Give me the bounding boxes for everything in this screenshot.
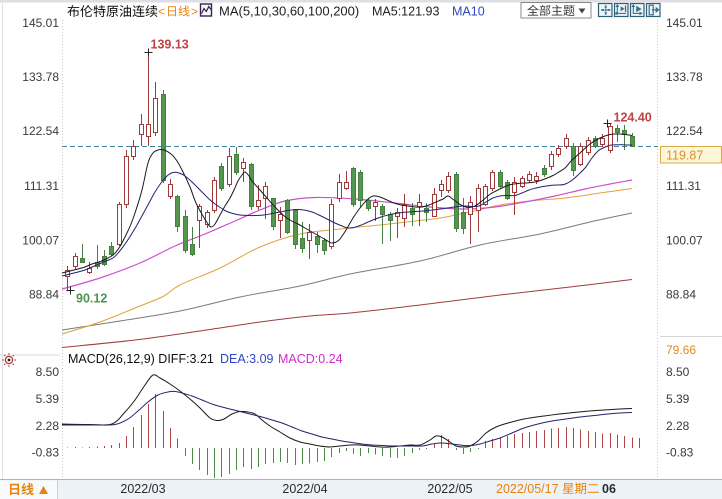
- svg-text:122.54: 122.54: [666, 124, 703, 138]
- svg-text:90.12: 90.12: [76, 292, 107, 306]
- svg-text:8.50: 8.50: [36, 365, 60, 379]
- svg-text:2022/03: 2022/03: [120, 482, 165, 496]
- svg-text:100.07: 100.07: [666, 234, 703, 248]
- svg-text:119.87: 119.87: [666, 149, 703, 163]
- svg-text:>: >: [191, 5, 198, 19]
- svg-text:5.39: 5.39: [666, 392, 690, 406]
- svg-text:111.31: 111.31: [24, 179, 59, 193]
- svg-text:<: <: [158, 5, 165, 19]
- svg-text:145.01: 145.01: [22, 16, 59, 30]
- svg-text:2022/04: 2022/04: [282, 482, 327, 496]
- svg-text:88.84: 88.84: [666, 288, 696, 302]
- svg-text:MA(5,10,30,60,100,200): MA(5,10,30,60,100,200): [219, 4, 359, 19]
- svg-text:88.84: 88.84: [29, 288, 59, 302]
- svg-text:100.07: 100.07: [22, 234, 59, 248]
- svg-text:139.13: 139.13: [151, 38, 189, 52]
- svg-text:06: 06: [602, 482, 616, 496]
- svg-text:2022/05: 2022/05: [427, 482, 472, 496]
- svg-text:DEA:3.09: DEA:3.09: [220, 352, 274, 366]
- svg-text:122.54: 122.54: [22, 124, 59, 138]
- svg-text:MACD:0.24: MACD:0.24: [278, 352, 343, 366]
- svg-text:145.01: 145.01: [666, 16, 703, 30]
- svg-text:2022/05/17: 2022/05/17: [496, 482, 559, 496]
- svg-text:5.39: 5.39: [36, 392, 60, 406]
- svg-text:2.28: 2.28: [666, 419, 690, 433]
- svg-text:8.50: 8.50: [666, 365, 690, 379]
- svg-text:-0.83: -0.83: [666, 446, 694, 460]
- svg-text:MACD(26,12,9) DIFF:3.21: MACD(26,12,9) DIFF:3.21: [68, 352, 214, 366]
- svg-text:133.78: 133.78: [22, 70, 59, 84]
- svg-text:79.66: 79.66: [666, 343, 696, 357]
- svg-text:2.28: 2.28: [36, 419, 60, 433]
- svg-text:111.31: 111.31: [666, 179, 701, 193]
- svg-text:-0.83: -0.83: [32, 446, 60, 460]
- svg-text:133.78: 133.78: [666, 70, 703, 84]
- svg-text:124.40: 124.40: [614, 111, 652, 125]
- svg-text:MA5:121.93: MA5:121.93: [372, 5, 439, 19]
- svg-text:MA10: MA10: [452, 5, 485, 19]
